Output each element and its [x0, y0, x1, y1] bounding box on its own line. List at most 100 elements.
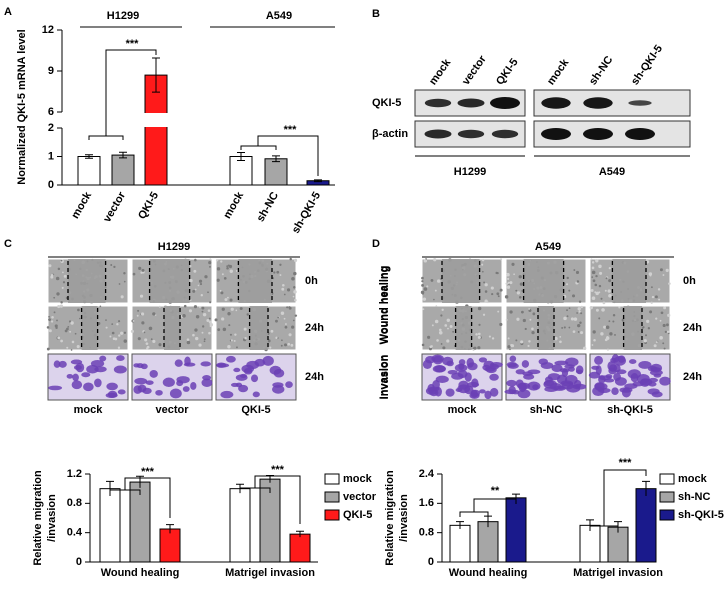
cell-texture — [148, 326, 153, 331]
cell-texture — [208, 320, 212, 324]
cell-texture — [46, 347, 50, 351]
cell-texture — [509, 310, 513, 314]
cell-texture — [105, 319, 107, 321]
cell-texture — [510, 343, 514, 348]
cell-texture — [67, 325, 70, 328]
cell-texture — [292, 295, 295, 298]
invaded-cell — [624, 383, 638, 389]
cell-texture — [499, 258, 503, 261]
cell-texture — [595, 259, 599, 263]
time-label: 0h — [305, 275, 318, 287]
cell-texture — [531, 327, 534, 331]
cell-texture — [648, 272, 653, 276]
cell-texture — [118, 283, 121, 285]
cell-texture — [48, 318, 51, 322]
cell-texture — [473, 346, 477, 350]
condition-label: vector — [155, 404, 189, 416]
time-label: 24h — [683, 322, 702, 334]
invaded-cell — [184, 356, 191, 366]
invaded-cell — [616, 369, 627, 375]
invaded-cell — [613, 372, 621, 381]
blot-band — [541, 97, 571, 109]
wound-gap — [68, 259, 106, 303]
cell-texture — [524, 327, 527, 331]
invaded-cell — [107, 390, 118, 398]
cell-texture — [286, 288, 291, 292]
cell-texture — [433, 258, 437, 262]
y-tick-label: 2.4 — [419, 468, 435, 480]
cell-texture — [609, 332, 613, 336]
error-bar — [266, 474, 274, 483]
invaded-cell — [478, 357, 488, 363]
blot-band — [583, 97, 613, 109]
bar — [229, 488, 251, 563]
invaded-cell — [434, 386, 442, 397]
blot-band — [491, 129, 519, 139]
invaded-cell — [73, 365, 82, 371]
invaded-cell — [595, 365, 602, 375]
lane-label: sh-NC — [587, 54, 615, 87]
y-tick-label: 2 — [48, 122, 54, 134]
condition-label: QKI-5 — [241, 404, 270, 416]
cell-texture — [497, 295, 500, 298]
invaded-cell — [568, 366, 575, 372]
cell-texture — [594, 283, 598, 287]
lane-label: mock — [427, 56, 454, 87]
invaded-cell — [272, 385, 285, 394]
significance: *** — [284, 124, 298, 136]
cell-texture — [655, 341, 658, 344]
cell-texture — [284, 325, 288, 329]
cell-texture — [572, 330, 576, 333]
cell-texture — [505, 282, 508, 285]
cell-texture — [186, 340, 191, 345]
cell-texture — [267, 339, 271, 343]
y-tick-label: 12 — [42, 24, 54, 36]
x-tick-label: sh-QKI-5 — [290, 190, 323, 236]
legend-label: mock — [343, 473, 373, 485]
cell-texture — [202, 325, 205, 328]
cell-texture — [507, 281, 510, 284]
row-label: Invasion — [378, 354, 390, 399]
invaded-cell — [251, 374, 259, 383]
cell-texture — [477, 332, 481, 336]
cell-texture — [46, 326, 50, 329]
cell-texture — [62, 281, 66, 284]
cell-texture — [281, 287, 285, 291]
cell-texture — [57, 305, 61, 309]
cell-texture — [99, 305, 102, 308]
invaded-cell — [106, 382, 118, 391]
cell-texture — [422, 297, 427, 301]
cell-texture — [516, 291, 521, 295]
cell-texture — [578, 310, 581, 313]
bar — [111, 154, 135, 186]
cell-texture — [158, 343, 162, 347]
cell-texture — [202, 312, 207, 317]
cell-texture — [436, 279, 441, 283]
cell-texture — [605, 277, 608, 280]
error-bar — [296, 530, 304, 538]
cell-texture — [446, 318, 451, 323]
y-tick-label: 0.4 — [67, 527, 83, 539]
invaded-cell — [202, 375, 212, 381]
x-tick-label: Matrigel invasion — [225, 567, 315, 579]
cell-texture — [612, 320, 615, 323]
group-label: A549 — [266, 10, 292, 22]
cell-texture — [140, 312, 145, 316]
cell-texture — [280, 344, 283, 347]
invaded-cell — [454, 363, 468, 372]
x-tick-label: mock — [221, 189, 246, 221]
blot-band — [457, 129, 485, 139]
cell-texture — [649, 310, 653, 314]
cell-texture — [663, 347, 666, 350]
cell-texture — [152, 312, 156, 316]
cell-texture — [577, 324, 581, 328]
blot-band — [457, 98, 485, 108]
invaded-cell — [484, 390, 492, 400]
error-bar — [314, 179, 322, 183]
cell-texture — [203, 340, 206, 343]
invaded-cell — [269, 365, 282, 375]
legend-swatch — [324, 473, 340, 485]
invaded-cell — [504, 389, 517, 395]
cell-texture — [515, 339, 518, 342]
invaded-cell — [133, 385, 142, 394]
